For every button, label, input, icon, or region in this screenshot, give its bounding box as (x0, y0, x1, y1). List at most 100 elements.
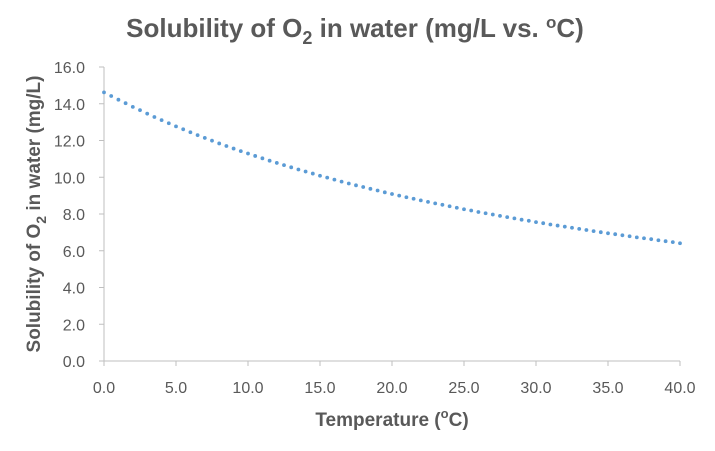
x-tick-label: 10.0 (232, 380, 263, 397)
data-point (246, 151, 250, 156)
data-point (260, 156, 265, 161)
x-tick-label: 25.0 (448, 380, 479, 397)
data-point (116, 97, 121, 102)
data-point (253, 154, 258, 158)
y-tick-label: 8.0 (63, 207, 85, 224)
data-point (548, 222, 553, 227)
y-tick-label: 6.0 (63, 244, 85, 261)
data-point (663, 239, 668, 244)
data-point (109, 94, 114, 98)
data-point (325, 175, 330, 180)
data-point (598, 230, 603, 235)
data-point (138, 108, 142, 113)
data-point (555, 223, 560, 228)
data-point (274, 161, 279, 165)
data-point (440, 202, 445, 207)
data-point (570, 225, 574, 230)
data-point (498, 213, 502, 218)
data-point (123, 101, 128, 106)
data-point (426, 199, 430, 204)
data-point (678, 241, 682, 246)
data-point (584, 228, 589, 232)
data-point (591, 229, 596, 233)
data-point (512, 216, 517, 221)
data-point (188, 130, 193, 135)
data-point (217, 141, 222, 146)
data-point (174, 124, 178, 129)
x-axis-ticks: 0.0 5.0 10.0 15.0 20.0 25.0 30.0 35.0 40.0 (93, 361, 696, 397)
x-tick-label: 15.0 (304, 380, 335, 397)
data-point (296, 167, 301, 172)
data-point (656, 238, 661, 243)
data-point (634, 235, 639, 240)
y-tick-label: 2.0 (63, 317, 85, 334)
x-tick-label: 0.0 (93, 380, 115, 397)
y-tick-label: 16.0 (54, 60, 85, 77)
data-point (332, 177, 337, 182)
data-point (577, 226, 582, 231)
data-point (354, 183, 358, 188)
data-point (404, 195, 409, 200)
data-point (159, 118, 164, 122)
data-point (282, 163, 286, 168)
x-tick-label: 5.0 (165, 380, 187, 397)
data-point (670, 240, 675, 245)
x-tick-label: 30.0 (520, 380, 551, 397)
x-tick-label: 40.0 (664, 380, 695, 397)
data-point (166, 121, 171, 126)
y-tick-label: 4.0 (63, 281, 85, 298)
data-point (447, 204, 452, 209)
data-point (375, 188, 380, 193)
data-point (339, 179, 344, 184)
data-point (562, 224, 567, 229)
data-point (202, 136, 207, 140)
y-tick-label: 14.0 (54, 97, 85, 114)
data-point (390, 192, 394, 196)
data-point (195, 133, 200, 138)
data-series (102, 90, 682, 246)
data-point (462, 207, 466, 212)
data-point (490, 212, 495, 217)
data-point (433, 201, 438, 206)
data-point (382, 190, 387, 195)
data-point (519, 217, 524, 222)
data-point (469, 208, 474, 213)
chart-title: Solubility of O2 in water (mg/L vs. oC) (126, 13, 584, 48)
data-point (318, 173, 322, 178)
data-point (606, 231, 610, 236)
x-tick-label: 20.0 (376, 380, 407, 397)
data-point (411, 196, 416, 201)
data-point (181, 127, 186, 132)
data-point (541, 221, 546, 226)
data-point (642, 236, 646, 241)
data-point (238, 149, 243, 154)
data-point (627, 234, 632, 239)
data-point (310, 171, 315, 176)
data-point (454, 205, 459, 210)
data-point (397, 193, 402, 198)
data-point (361, 185, 366, 189)
x-axis-label: Temperature (oC) (315, 406, 468, 431)
x-tick-label: 35.0 (592, 380, 623, 397)
y-axis-ticks: 0.0 2.0 4.0 6.0 8.0 10.0 12.0 14.0 16.0 (54, 60, 104, 371)
y-tick-label: 0.0 (63, 354, 85, 371)
data-point (613, 232, 618, 237)
data-point (526, 218, 531, 223)
data-point (289, 165, 294, 170)
data-point (231, 146, 236, 151)
data-point (505, 215, 510, 220)
data-point (267, 158, 272, 163)
data-point (368, 186, 373, 191)
y-tick-label: 10.0 (54, 170, 85, 187)
data-point (152, 115, 157, 119)
data-point (130, 104, 135, 109)
data-point (418, 198, 423, 203)
data-point (210, 138, 214, 143)
y-axis-label: Solubility of O2 in water (mg/L) (24, 76, 49, 353)
data-point (224, 144, 229, 148)
data-point (145, 111, 150, 116)
data-point (534, 220, 538, 224)
data-point (346, 181, 351, 186)
data-point (303, 169, 308, 174)
